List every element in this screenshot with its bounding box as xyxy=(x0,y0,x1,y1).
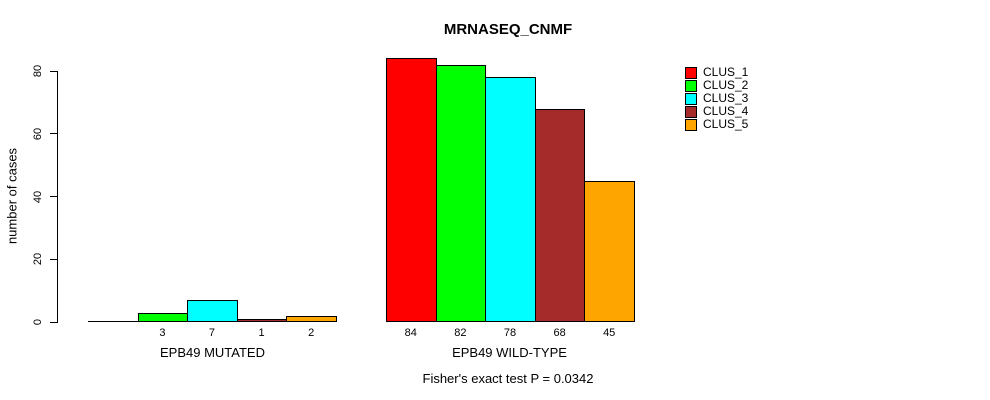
legend-label: CLUS_1 xyxy=(703,65,749,79)
bar-value-label: 1 xyxy=(258,327,265,339)
legend-item-clus_4: CLUS_4 xyxy=(685,105,748,118)
y-tick-label: 0 xyxy=(32,318,44,326)
bar-epb49-wild-type-clus-5 xyxy=(584,180,635,322)
y-tick-mark xyxy=(50,258,57,260)
legend-swatch-clus_1 xyxy=(685,66,697,79)
legend-item-clus_2: CLUS_2 xyxy=(685,79,748,92)
bar-value-label: 68 xyxy=(553,327,566,339)
y-tick-label: 80 xyxy=(32,64,44,78)
bar-epb49-mutated-clus-5 xyxy=(286,315,337,322)
chart-title: MRNASEQ_CNMF xyxy=(443,21,573,38)
y-axis-line xyxy=(57,71,58,323)
bar-epb49-mutated-clus-3 xyxy=(187,300,238,322)
y-tick-label: 20 xyxy=(32,253,44,266)
group-label-mutated: EPB49 MUTATED xyxy=(160,345,265,360)
bar-epb49-wild-type-clus-2 xyxy=(435,64,487,322)
legend-item-clus_1: CLUS_1 xyxy=(685,66,748,79)
bar-value-label: 84 xyxy=(404,327,417,339)
bar-epb49-mutated-clus-4 xyxy=(236,318,288,322)
y-tick-mark xyxy=(50,133,57,135)
bar-epb49-wild-type-clus-3 xyxy=(485,77,536,322)
legend-label: CLUS_3 xyxy=(703,91,749,105)
legend-swatch-clus_3 xyxy=(685,92,697,105)
legend-item-clus_3: CLUS_3 xyxy=(685,92,748,105)
legend-swatch-clus_2 xyxy=(685,79,697,92)
y-axis-label: number of cases xyxy=(4,147,20,245)
legend-swatch-clus_5 xyxy=(685,118,697,131)
bar-value-label: 82 xyxy=(454,327,467,339)
bar-epb49-wild-type-clus-4 xyxy=(534,108,586,322)
y-tick-label: 60 xyxy=(32,127,44,140)
bar-value-label: 2 xyxy=(308,327,315,339)
legend-item-clus_5: CLUS_5 xyxy=(685,118,748,131)
bar-epb49-mutated-clus-1 xyxy=(88,321,138,322)
y-tick-mark xyxy=(50,321,57,323)
y-tick-mark xyxy=(50,70,57,72)
legend-label: CLUS_5 xyxy=(703,117,749,131)
bar-value-label: 3 xyxy=(159,327,166,339)
y-tick-mark xyxy=(50,196,57,197)
bar-epb49-mutated-clus-2 xyxy=(137,312,189,322)
bar-value-label: 45 xyxy=(603,327,616,339)
group-label-wildtype: EPB49 WILD-TYPE xyxy=(452,345,567,360)
legend-swatch-clus_4 xyxy=(685,105,697,118)
legend-label: CLUS_4 xyxy=(703,104,749,118)
bar-epb49-wild-type-clus-1 xyxy=(386,58,437,322)
bar-value-label: 78 xyxy=(503,327,517,339)
fisher-test-caption: Fisher's exact test P = 0.0342 xyxy=(422,371,594,386)
legend-label: CLUS_2 xyxy=(703,78,749,92)
y-tick-label: 40 xyxy=(32,190,44,203)
bar-value-label: 7 xyxy=(208,327,216,339)
